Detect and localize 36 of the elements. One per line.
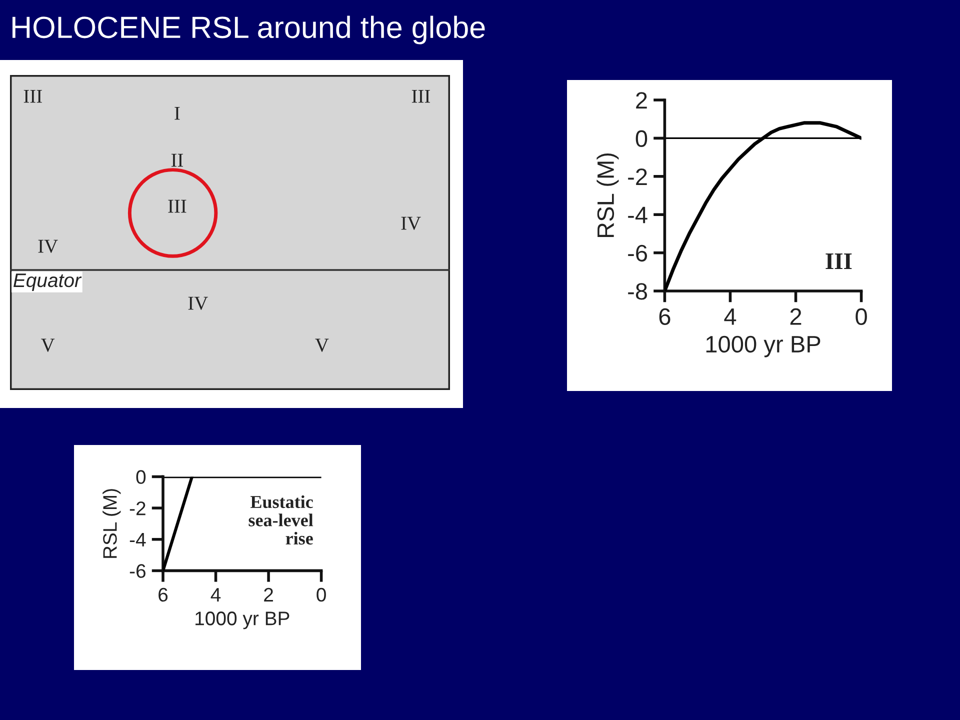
x-tick-label: 6 <box>158 588 168 602</box>
annotation: Eustatic sea-level rise <box>248 495 314 545</box>
y-axis-title: RSL (M) <box>596 153 619 238</box>
text: Equator <box>14 274 82 292</box>
text: III <box>168 200 186 213</box>
text: V <box>315 338 329 352</box>
y-tick-label: -6 <box>130 564 146 578</box>
y-tick-label: -4 <box>628 206 648 224</box>
x-axis-title: 1000 yr BP <box>196 612 290 630</box>
text: I <box>174 106 180 120</box>
x-tick-label: 0 <box>316 588 326 602</box>
text: HOLOCENE RSL around the globe <box>12 16 485 44</box>
x-tick-label: 4 <box>724 308 736 325</box>
text: IV <box>401 216 421 230</box>
y-tick-label: 0 <box>636 130 648 147</box>
y-tick-label: -2 <box>130 502 146 516</box>
y-tick-label: 0 <box>136 470 146 484</box>
x-tick-label: 0 <box>856 308 867 326</box>
x-tick-label: 4 <box>210 588 221 602</box>
y-tick-label: -2 <box>628 168 647 185</box>
text: III <box>412 90 430 103</box>
text: V <box>41 338 55 352</box>
y-tick-label: 2 <box>636 92 647 109</box>
text: IV <box>38 240 58 253</box>
text: IV <box>188 296 208 310</box>
y-tick-label: -8 <box>628 283 648 300</box>
x-tick-label: 2 <box>790 308 802 325</box>
x-axis-title: 1000 yr BP <box>706 336 820 358</box>
y-tick-label: -4 <box>130 533 146 546</box>
text: II <box>171 154 183 167</box>
text: III <box>24 90 42 103</box>
y-tick-label: -6 <box>628 244 647 262</box>
y-axis-title: RSL (M) <box>102 489 121 558</box>
annotation: III <box>826 254 852 269</box>
x-tick-label: 6 <box>659 308 670 326</box>
x-tick-label: 2 <box>264 588 273 602</box>
